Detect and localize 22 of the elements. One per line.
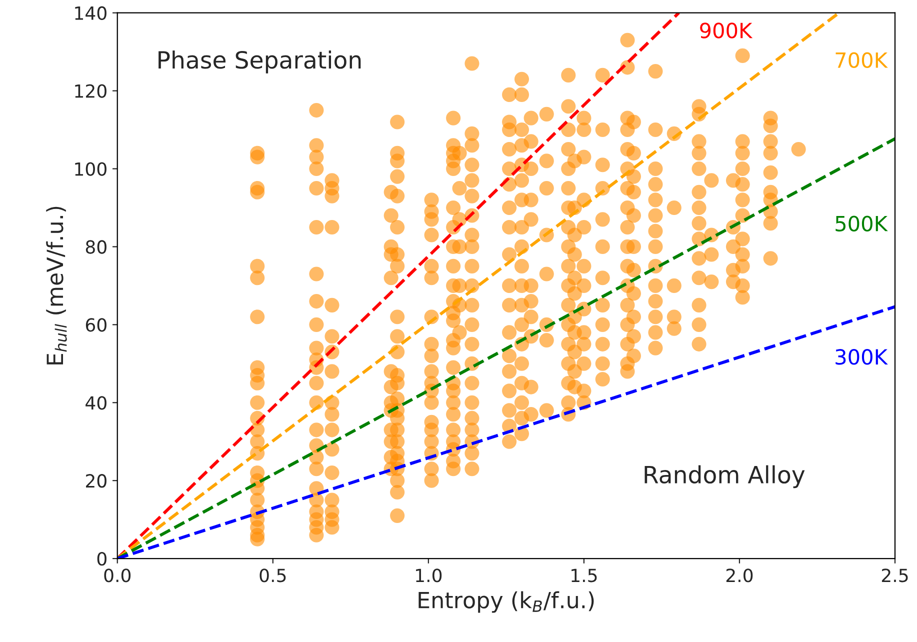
x-axis-title: Entropy (k$_{B}$/f.u.)	[418, 591, 594, 613]
x-tick-label: 0.5	[260, 568, 286, 582]
y-axis-title: E$_{hull}$ (meV/f.u.)	[46, 206, 67, 364]
x-tick-label: 0.0	[104, 568, 131, 582]
y-tick-label: 40	[86, 396, 106, 410]
x-tick-label: 2.0	[726, 568, 753, 582]
y-tick-label: 20	[86, 474, 106, 488]
series-label: 500K	[836, 216, 888, 232]
series-label: 300K	[836, 349, 888, 365]
x-tick-label: 2.5	[882, 568, 908, 582]
series-label: 700K	[836, 52, 888, 68]
y-tick-label: 100	[75, 162, 106, 176]
series-label: 900K	[700, 22, 753, 38]
y-tick-label: 60	[86, 318, 106, 332]
annotation: Random Alloy	[644, 465, 805, 488]
x-tick-label: 1.0	[416, 568, 442, 582]
x-tick-label: 1.5	[572, 568, 597, 582]
y-tick-label: 140	[75, 6, 106, 20]
y-tick-label: 80	[86, 240, 106, 254]
y-tick-label: 120	[75, 84, 106, 98]
y-tick-label: 0	[97, 552, 106, 566]
annotation: Phase Separation	[158, 50, 361, 74]
